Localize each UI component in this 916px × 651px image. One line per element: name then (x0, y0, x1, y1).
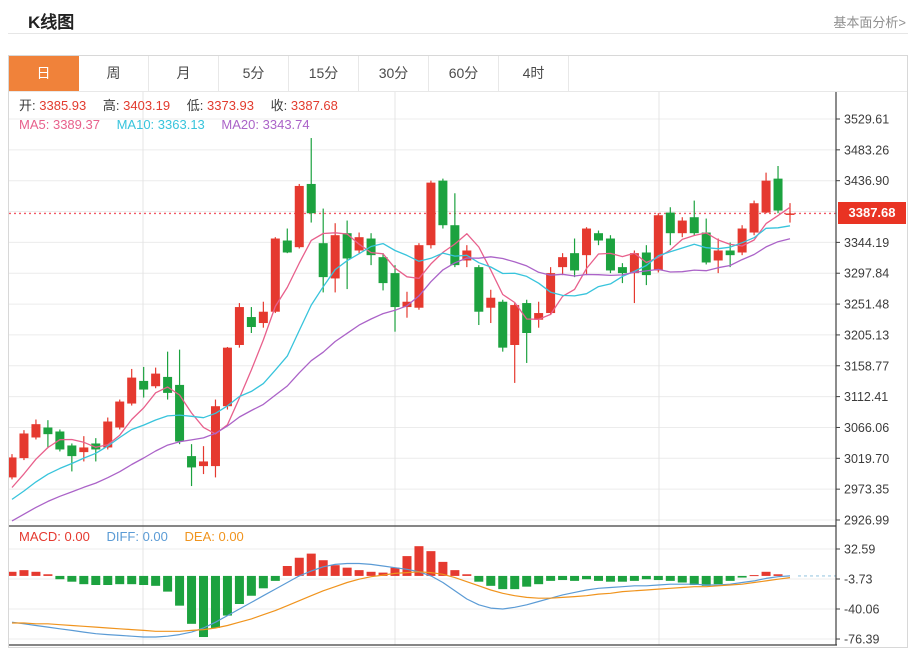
ma5-label: MA5: (19, 117, 50, 132)
ma20-value: 3343.74 (262, 117, 310, 132)
svg-text:-3.73: -3.73 (844, 573, 873, 587)
high-value: 3403.19 (123, 98, 171, 113)
low-value: 3373.93 (207, 98, 254, 113)
svg-text:3436.90: 3436.90 (844, 174, 889, 188)
tab-周[interactable]: 周 (79, 56, 149, 91)
tab-4时[interactable]: 4时 (499, 56, 569, 91)
svg-text:3529.61: 3529.61 (844, 113, 889, 127)
title-divider (8, 33, 908, 34)
macd-label: MACD: (19, 529, 61, 544)
tab-60分[interactable]: 60分 (429, 56, 499, 91)
ma-row: MA5: 3389.37 MA10: 3363.13 MA20: 3343.74 (19, 117, 323, 132)
svg-text:3297.84: 3297.84 (844, 267, 889, 281)
low-label: 低: (186, 98, 204, 113)
svg-text:32.59: 32.59 (844, 543, 875, 557)
macd-value: 0.00 (64, 529, 90, 544)
svg-text:3158.77: 3158.77 (844, 359, 889, 373)
svg-text:3066.06: 3066.06 (844, 421, 889, 435)
svg-text:3019.70: 3019.70 (844, 452, 889, 466)
page-title: K线图 (28, 13, 75, 32)
svg-text:3344.19: 3344.19 (844, 236, 889, 250)
ohlc-row: 开: 3385.93 高: 3403.19 低: 3373.93 收: 3387… (19, 95, 351, 114)
open-value: 3385.93 (39, 98, 87, 113)
tab-5分[interactable]: 5分 (219, 56, 289, 91)
svg-text:3112.41: 3112.41 (844, 390, 888, 404)
interval-tabs: 日周月 5分 15分 30分 60分 4时 (9, 56, 907, 92)
diff-value: 0.00 (142, 529, 168, 544)
svg-text:-40.06: -40.06 (844, 603, 879, 617)
svg-text:-76.39: -76.39 (844, 633, 879, 647)
fundamental-analysis-link[interactable]: 基本面分析> (833, 15, 906, 30)
dea-value: 0.00 (218, 529, 244, 544)
macd-row: MACD: 0.00 DIFF: 0.00 DEA: 0.00 (19, 529, 257, 544)
ma5-value: 3389.37 (52, 117, 100, 132)
high-label: 高: (102, 98, 120, 113)
tab-日[interactable]: 日 (9, 56, 79, 91)
dea-label: DEA: (184, 529, 215, 544)
ma10-label: MA10: (116, 117, 155, 132)
ma20-label: MA20: (221, 117, 259, 132)
open-label: 开: (19, 98, 36, 113)
close-label: 收: (270, 98, 288, 113)
tab-30分[interactable]: 30分 (359, 56, 429, 91)
svg-text:3483.26: 3483.26 (844, 143, 889, 157)
chart-area: 3529.61 3483.26 3436.90 3344.19 3297.84 3251.… (9, 92, 907, 647)
tab-月[interactable]: 月 (149, 56, 219, 91)
tab-15分[interactable]: 15分 (289, 56, 359, 91)
close-value: 3387.68 (290, 98, 338, 113)
diff-label: DIFF: (106, 529, 139, 544)
kline-widget: 日周月 5分 15分 30分 60分 4时 3529.61 3483.26 3436.90 33… (8, 55, 908, 648)
svg-text:2973.35: 2973.35 (844, 483, 889, 497)
svg-text:3205.13: 3205.13 (844, 328, 889, 342)
last-price-badge: 3387.68 (838, 202, 906, 224)
kline-chart[interactable]: 3529.61 3483.26 3436.90 3344.19 3297.84 3251.… (9, 92, 907, 647)
svg-text:2926.99: 2926.99 (844, 514, 889, 528)
ma10-value: 3363.13 (157, 117, 205, 132)
svg-text:3251.48: 3251.48 (844, 298, 889, 312)
